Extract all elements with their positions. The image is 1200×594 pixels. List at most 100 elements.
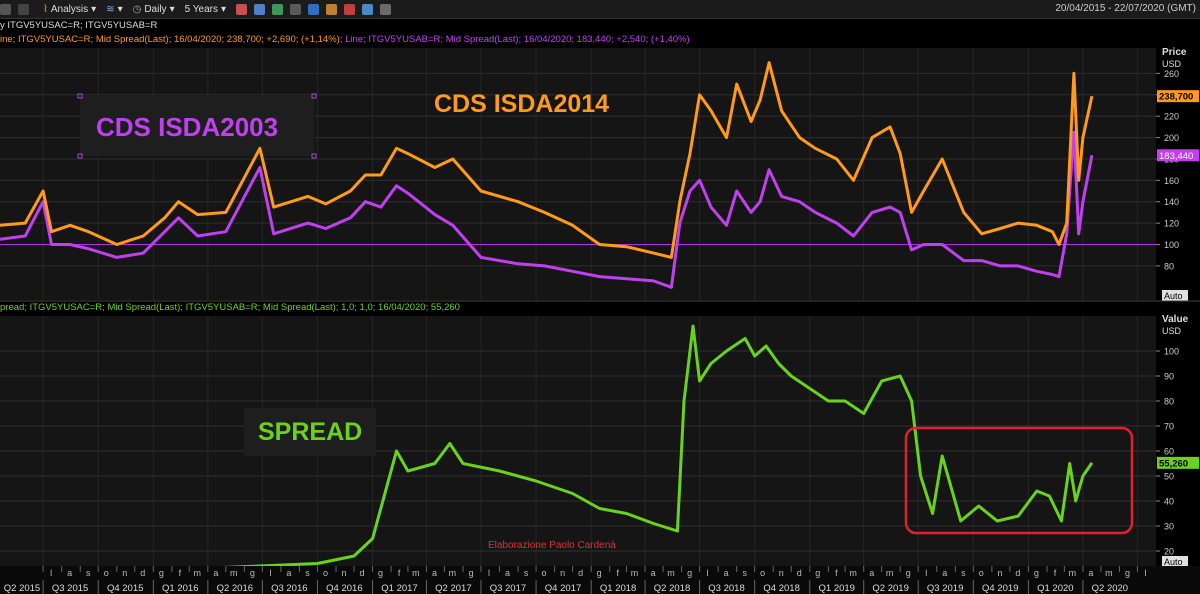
x-tick-label: l	[1144, 568, 1146, 578]
y-tick-label: 200	[1164, 133, 1179, 143]
range-menu[interactable]: 5 Years ▾	[185, 4, 226, 15]
x-tick-label: g	[815, 568, 820, 578]
x-tick-label: f	[1054, 568, 1057, 578]
top-axis-unit: USD	[1162, 59, 1182, 69]
x-tick-label: a	[286, 568, 291, 578]
x-tick-label: f	[398, 568, 401, 578]
zoom-icon[interactable]	[272, 3, 283, 15]
x-tick-label: o	[979, 568, 984, 578]
auto-button-top[interactable]	[1162, 290, 1188, 301]
x-tick-label: a	[942, 568, 947, 578]
quarter-label: Q2 2015	[4, 583, 40, 594]
chevron-down-icon: ▾	[169, 3, 175, 15]
grid-icon[interactable]	[0, 3, 11, 15]
window-controls[interactable]	[0, 3, 33, 15]
x-tick-label: o	[104, 568, 109, 578]
legend-purple: Line; ITGV5YUSAB=R; Mid Spread(Last); 16…	[345, 34, 690, 45]
x-tick-label: n	[997, 568, 1002, 578]
last-value-tag-orange	[1157, 90, 1199, 103]
x-tick-label: m	[449, 568, 457, 578]
resize-handle[interactable]	[77, 93, 83, 99]
x-tick-label: a	[651, 568, 656, 578]
resize-handle[interactable]	[77, 153, 83, 159]
quarter-label: Q4 2017	[545, 583, 581, 594]
auto-label-top: Auto	[1164, 291, 1183, 301]
x-tick-label: g	[597, 568, 602, 578]
x-tick-label: l	[925, 568, 927, 578]
top-title-text: y ITGV5YUSAC=R; ITGV5YUSAB=R	[0, 20, 158, 31]
quarter-label: Q2 2017	[435, 583, 471, 594]
quarter-label: Q3 2017	[490, 583, 526, 594]
menu-icon[interactable]	[18, 3, 29, 15]
bottom-axis-title: Value	[1162, 314, 1189, 325]
x-tick-label: l	[707, 568, 709, 578]
x-tick-label: d	[1015, 568, 1020, 578]
last-value-tag-green	[1157, 456, 1199, 469]
x-tick-label: d	[140, 568, 145, 578]
x-tick-label: m	[886, 568, 894, 578]
chart-type-menu[interactable]: ≋ ▾	[106, 4, 122, 15]
line-chart-icon[interactable]	[236, 3, 247, 15]
x-tick-label: d	[359, 568, 364, 578]
x-tick-label: a	[505, 568, 510, 578]
clock-icon: ◷	[132, 3, 142, 15]
export-icon[interactable]	[326, 3, 337, 15]
refresh-icon[interactable]	[362, 3, 373, 15]
auto-label-bottom: Auto	[1164, 557, 1183, 567]
settings-icon[interactable]	[344, 3, 355, 15]
spread-label-box	[244, 408, 376, 456]
quarter-label: Q4 2018	[763, 583, 799, 594]
x-tick-label: a	[67, 568, 72, 578]
legend-orange: ine; ITGV5YUSAC=R; Mid Spread(Last); 16/…	[0, 34, 343, 45]
help-icon[interactable]	[380, 3, 391, 15]
bottom-y-axis: 20 30 40 50 60 70 80 90 100	[1156, 347, 1179, 557]
crosshair-icon[interactable]	[254, 3, 265, 15]
quarter-label: Q2 2020	[1092, 583, 1128, 594]
x-tick-label: g	[250, 568, 255, 578]
y-tick-label: 120	[1164, 219, 1179, 229]
x-tick-label: f	[616, 568, 619, 578]
x-tick-label: o	[760, 568, 765, 578]
top-panel: 80100120140160180200220240260 Price USD …	[0, 47, 1199, 301]
bottom-legend: pread; ITGV5YUSAC=R; Mid Spread(Last); I…	[0, 302, 1160, 316]
tool-icons	[236, 3, 395, 15]
y-tick-label: 30	[1164, 522, 1174, 532]
quarter-label: Q1 2017	[381, 583, 417, 594]
chevron-down-icon: ▾	[91, 3, 97, 15]
x-tick-label: g	[159, 568, 164, 578]
chevron-down-icon: ▾	[117, 3, 123, 15]
chevron-down-icon: ▾	[220, 3, 226, 15]
x-tick-label: m	[230, 568, 238, 578]
resize-handle[interactable]	[311, 93, 317, 99]
x-tick-label: g	[906, 568, 911, 578]
resize-handle[interactable]	[311, 153, 317, 159]
x-tick-label: l	[50, 568, 52, 578]
interval-menu[interactable]: ◷ Daily ▾	[133, 4, 175, 15]
y-tick-label: 40	[1164, 497, 1174, 507]
x-tick-label: a	[724, 568, 729, 578]
range-label: 5 Years	[184, 3, 218, 15]
x-tick-label: g	[378, 568, 383, 578]
series-line-isda2003	[0, 130, 1094, 289]
label-isda2003: CDS ISDA2003	[96, 112, 278, 142]
x-tick-label: m	[194, 568, 202, 578]
bottom-panel: 20 30 40 50 60 70 80 90 100 Value USD SPREAD Ela…	[0, 314, 1199, 575]
x-tick-label: a	[213, 568, 218, 578]
quarter-label: Q1 2018	[600, 583, 636, 594]
auto-button-bottom[interactable]	[1162, 556, 1188, 567]
top-title-row: y ITGV5YUSAC=R; ITGV5YUSAB=R	[0, 20, 1160, 34]
quarter-label: Q2 2016	[217, 583, 253, 594]
y-tick-label: 80	[1164, 397, 1174, 407]
last-value-orange: 238,700	[1159, 92, 1193, 103]
x-tick-label: s	[524, 568, 529, 578]
x-tick-label: m	[1105, 568, 1113, 578]
quarter-label: Q1 2020	[1037, 583, 1073, 594]
quarter-label: Q1 2019	[819, 583, 855, 594]
analysis-menu[interactable]: ⌇ Analysis ▾	[43, 4, 96, 15]
print-icon[interactable]	[308, 3, 319, 15]
bottom-plot-area	[0, 316, 1156, 566]
isda2003-label-box	[80, 96, 314, 156]
pan-icon[interactable]	[290, 3, 301, 15]
y-tick-label: 100	[1164, 240, 1179, 250]
